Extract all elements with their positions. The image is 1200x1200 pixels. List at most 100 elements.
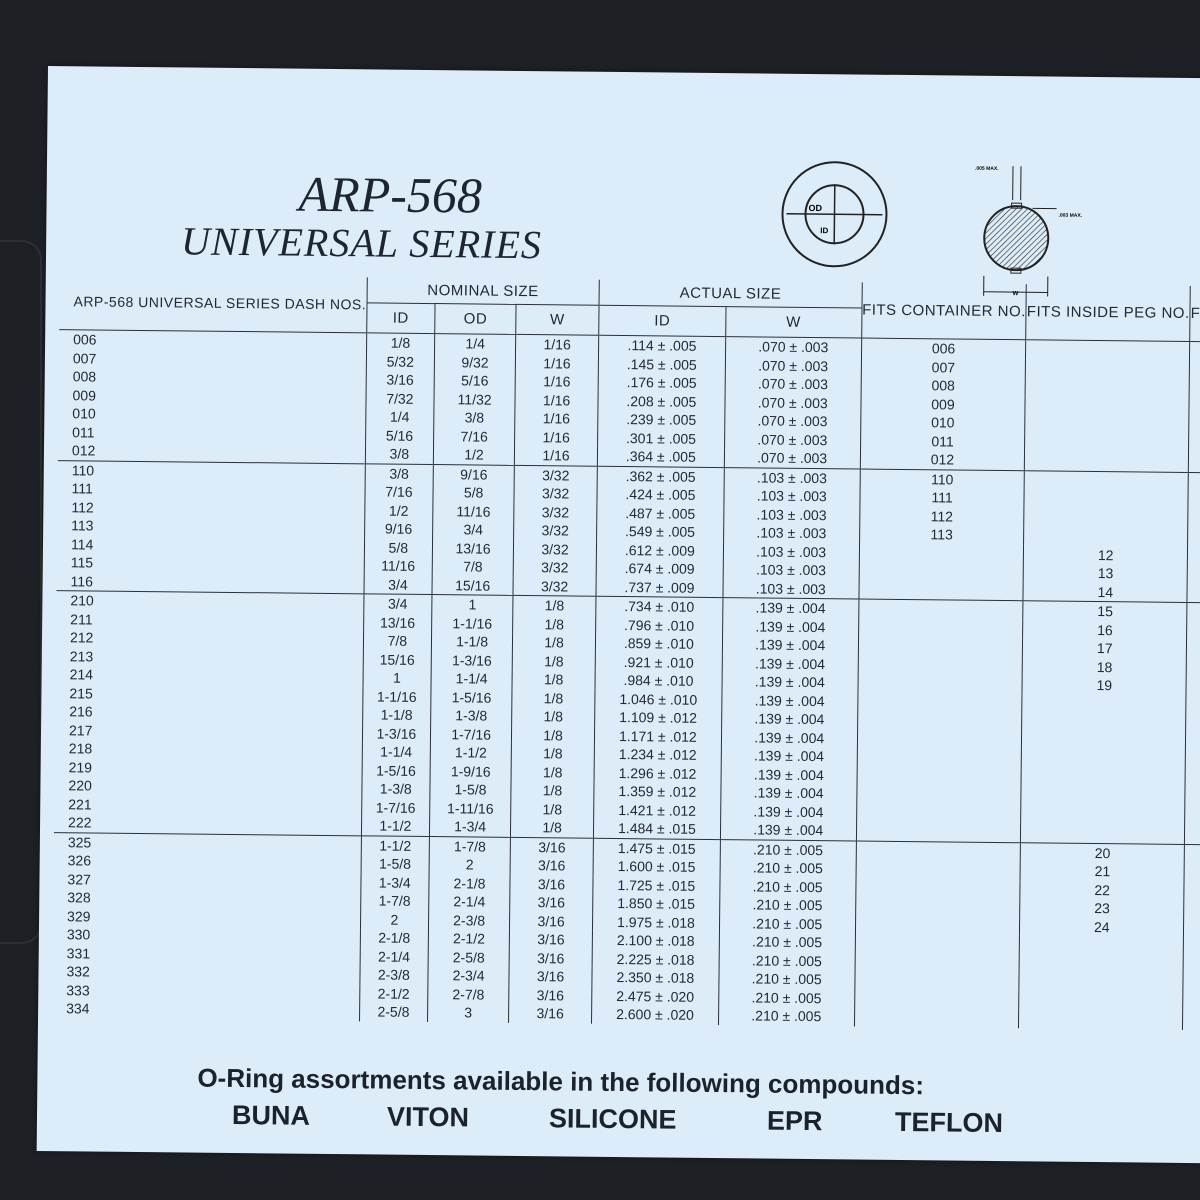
nominal-w-cell: 1/16 [515, 334, 599, 355]
fits-outside-peg-cell [1186, 639, 1200, 661]
nominal-od-cell: 2-5/8 [428, 947, 510, 967]
actual-id-cell: .796 ± .010 [595, 615, 723, 636]
actual-w-cell: .103 ± .003 [723, 486, 860, 507]
actual-id-cell: .984 ± .010 [594, 670, 723, 691]
nominal-od-cell: 1-11/16 [429, 798, 511, 818]
nominal-id-cell: 11/16 [363, 556, 433, 576]
nominal-id-cell: 2-5/8 [359, 1002, 428, 1022]
fits-outside-peg-cell [1183, 918, 1200, 939]
fits-container-cell [858, 618, 1024, 639]
fits-container-cell [856, 784, 1022, 805]
nominal-id-cell: 1-1/2 [361, 816, 430, 837]
fits-container-cell: 113 [859, 524, 1025, 545]
fits-container-cell [854, 1007, 1020, 1028]
fits-outside-peg-cell: 18 [1184, 806, 1200, 827]
fits-outside-peg-cell [1186, 621, 1200, 642]
actual-id-cell: .674 ± .009 [596, 558, 724, 579]
actual-id-cell: 1.296 ± .012 [594, 763, 722, 784]
actual-w-cell: .210 ± .005 [719, 932, 856, 952]
nominal-w-cell: 3/32 [513, 539, 597, 559]
nominal-id-cell: 3/8 [364, 463, 434, 484]
nominal-id-cell: 3/4 [363, 593, 433, 614]
nominal-id-cell: 2 [360, 909, 429, 930]
nominal-id-cell: 2-3/8 [359, 965, 429, 985]
fits-inside-peg-cell [1021, 712, 1186, 733]
fits-outside-peg-cell: 13 [1185, 713, 1200, 735]
actual-w-cell: .210 ± .005 [718, 1006, 855, 1026]
actual-w-cell: .139 ± .004 [720, 783, 857, 804]
nominal-w-cell: 3/16 [509, 948, 593, 968]
actual-id-cell: .362 ± .005 [597, 465, 725, 487]
fits-inside-peg-cell [1025, 358, 1190, 379]
nominal-id-cell: 1-5/16 [361, 760, 431, 781]
actual-w-cell: .103 ± .003 [722, 578, 859, 600]
fits-container-cell: 009 [860, 394, 1026, 415]
actual-id-cell: 2.350 ± .018 [591, 967, 719, 988]
nominal-w-cell: 3/16 [510, 855, 594, 876]
fits-outside-peg-cell [1184, 881, 1200, 902]
header-nominal-w: W [515, 304, 600, 336]
fits-inside-peg-cell [1019, 935, 1184, 956]
actual-w-cell: .139 ± .004 [720, 801, 857, 822]
nominal-w-cell: 3/16 [509, 966, 593, 987]
actual-w-cell: .210 ± .005 [718, 950, 855, 971]
actual-w-cell: .139 ± .004 [722, 597, 859, 619]
compound-epr: EPR [766, 1105, 823, 1137]
fits-outside-peg-cell: 21 [1183, 955, 1200, 976]
fits-inside-peg-cell [1022, 693, 1187, 714]
fits-container-cell [854, 970, 1020, 991]
fits-inside-peg-cell [1021, 767, 1186, 788]
fits-inside-peg-cell [1025, 414, 1190, 435]
actual-id-cell: .114 ± .005 [598, 335, 726, 356]
nominal-w-cell: 3/32 [513, 557, 597, 578]
fits-container-cell: 010 [860, 412, 1026, 433]
fits-inside-peg-cell [1025, 339, 1190, 361]
nominal-od-cell: 1-1/8 [431, 632, 513, 652]
nominal-od-cell: 1-1/4 [431, 669, 513, 689]
fits-container-cell: 007 [860, 357, 1026, 378]
nominal-id-cell: 2-1/4 [359, 946, 429, 967]
fits-inside-peg-cell [1025, 377, 1190, 398]
actual-w-cell: .070 ± .003 [725, 336, 862, 358]
actual-id-cell: 1.975 ± .018 [592, 912, 720, 933]
fits-container-cell [857, 692, 1023, 713]
actual-id-cell: .208 ± .005 [597, 391, 725, 412]
chart-title: ARP-568 [298, 165, 483, 224]
fits-inside-peg-cell [1025, 395, 1190, 416]
fits-outside-peg-cell: 12 [1185, 695, 1200, 716]
actual-w-cell: .139 ± .004 [722, 653, 859, 674]
fits-outside-peg-cell [1187, 583, 1200, 605]
fits-outside-peg-cell [1188, 490, 1200, 512]
nominal-id-cell: 5/8 [364, 537, 433, 558]
nominal-id-cell: 1-3/8 [361, 779, 431, 799]
actual-w-cell: .139 ± .004 [720, 820, 857, 841]
actual-id-cell: 1.234 ± .012 [594, 744, 722, 765]
actual-w-cell: .070 ± .003 [725, 355, 862, 376]
dash-no-cell: 334 [66, 1000, 90, 1017]
fits-inside-peg-cell [1024, 489, 1189, 510]
fits-inside-peg-cell: 19 [1022, 675, 1187, 696]
fits-inside-peg-cell: 13 [1023, 563, 1188, 584]
actual-id-cell: 1.484 ± .015 [593, 818, 721, 840]
fits-outside-peg-cell [1186, 602, 1200, 624]
nominal-w-cell: 3/16 [510, 836, 594, 857]
fits-inside-peg-cell: 20 [1020, 842, 1185, 863]
actual-w-cell: .210 ± .005 [719, 895, 856, 916]
oring-size-table: ARP-568 UNIVERSAL SERIES DASH NOS. NOMIN… [52, 274, 1200, 1032]
compound-silicone: SILICONE [548, 1103, 677, 1135]
fits-outside-peg-cell: 24 [1182, 1010, 1200, 1032]
actual-w-cell: .070 ± .003 [724, 429, 861, 450]
fits-outside-peg-cell [1187, 546, 1200, 567]
nominal-id-cell: 7/8 [363, 631, 432, 651]
actual-id-cell: 2.475 ± .020 [591, 986, 719, 1007]
fits-outside-peg-cell [1189, 360, 1200, 381]
nominal-id-cell: 1-1/2 [360, 835, 430, 856]
nominal-id-cell: 1 [362, 668, 432, 688]
nominal-w-cell: 1/8 [511, 706, 595, 727]
actual-id-cell: 2.225 ± .018 [592, 949, 720, 970]
nominal-od-cell: 1-5/8 [429, 780, 512, 800]
actual-id-cell: .734 ± .010 [595, 596, 723, 617]
actual-id-cell: .364 ± .005 [597, 446, 725, 468]
nominal-od-cell: 9/16 [433, 464, 515, 484]
fits-inside-peg-cell: 24 [1019, 916, 1184, 937]
